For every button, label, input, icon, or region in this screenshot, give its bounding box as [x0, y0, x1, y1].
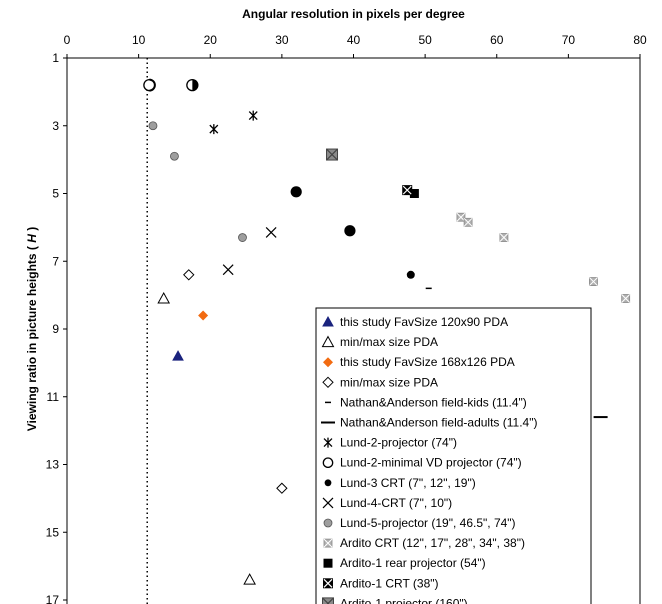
legend-marker — [323, 437, 333, 448]
legend-marker — [322, 597, 334, 604]
legend-item: Lund-5-projector (19", 46.5", 74") — [323, 516, 516, 530]
legend-label: Ardito-1 rear projector (54") — [340, 556, 486, 570]
data-point — [409, 189, 419, 198]
legend-item: Lund-2-projector (74") — [323, 436, 457, 450]
legend-label: min/max size PDA — [340, 335, 438, 349]
y-tick-label: 5 — [52, 187, 59, 201]
legend-item: Nathan&Anderson field-kids (11.4") — [325, 395, 527, 409]
legend-label: min/max size PDA — [340, 375, 438, 389]
y-axis-title: Viewing ratio in picture heights ( H ) — [25, 227, 39, 431]
y-tick-label: 17 — [46, 593, 60, 604]
legend-item: Ardito-1 projector (160") — [322, 596, 468, 604]
legend-label: Lund-2-minimal VD projector (74") — [340, 456, 522, 470]
legend-label: Ardito-1 projector (160") — [340, 596, 468, 604]
data-point — [265, 227, 277, 238]
legend-label: Lund-5-projector (19", 46.5", 74") — [340, 516, 516, 530]
legend-item: Lund-4-CRT (7", 10") — [322, 496, 452, 510]
legend-item: Lund-2-minimal VD projector (74") — [322, 456, 522, 470]
data-point — [344, 225, 356, 237]
x-tick-label: 80 — [633, 33, 647, 47]
x-tick-label: 0 — [64, 33, 71, 47]
x-tick-label: 10 — [132, 33, 146, 47]
legend-label: Lund-3 CRT (7", 12", 19") — [340, 476, 476, 490]
data-point — [186, 78, 199, 92]
data-point — [276, 482, 288, 494]
x-tick-label: 40 — [347, 33, 361, 47]
legend-label: Lund-2-projector (74") — [340, 436, 457, 450]
legend-item: Ardito CRT (12", 17", 28", 34", 38") — [323, 536, 525, 550]
data-point — [148, 121, 158, 131]
legend-marker — [323, 538, 333, 548]
data-point — [198, 310, 209, 321]
data-point — [172, 350, 184, 361]
y-tick-label: 11 — [47, 390, 60, 404]
data-point — [463, 217, 473, 227]
x-tick-label: 70 — [562, 33, 576, 47]
legend-marker — [322, 376, 334, 389]
x-tick-label: 20 — [204, 33, 218, 47]
data-point — [248, 110, 258, 121]
y-tick-label: 3 — [52, 119, 59, 133]
x-tick-label: 50 — [418, 33, 432, 47]
legend-item: Nathan&Anderson field-adults (11.4") — [321, 416, 537, 430]
legend-label: this study FavSize 120x90 PDA — [340, 315, 508, 329]
y-tick-label: 1 — [52, 51, 59, 65]
data-point — [326, 148, 339, 161]
legend-marker — [323, 578, 333, 589]
legend-marker — [324, 479, 332, 487]
legend: this study FavSize 120x90 PDA min/max siz… — [315, 307, 592, 604]
legend-marker — [323, 357, 333, 368]
legend-label: Ardito CRT (12", 17", 28", 34", 38") — [340, 536, 525, 550]
x-axis-title: Angular resolution in pixels per degree — [242, 7, 465, 21]
data-point — [621, 294, 631, 303]
data-point — [222, 264, 234, 276]
legend-item: Ardito-1 rear projector (54") — [323, 556, 486, 570]
data-point — [589, 277, 598, 286]
y-tick-label: 13 — [46, 458, 60, 472]
data-point — [183, 269, 195, 281]
y-tick-label: 7 — [52, 254, 59, 268]
legend-box — [315, 307, 592, 604]
data-point — [143, 78, 156, 92]
legend-marker — [322, 457, 334, 469]
data-point — [499, 233, 509, 242]
data-point — [402, 185, 413, 196]
legend-label: Nathan&Anderson field-adults (11.4") — [340, 416, 537, 430]
data-point — [290, 186, 302, 198]
data-points — [143, 78, 631, 585]
data-point — [170, 151, 179, 161]
legend-item: min/max size PDA — [321, 335, 438, 349]
legend-item: Ardito-1 CRT (38") — [323, 576, 439, 590]
legend-item: this study FavSize 120x90 PDA — [322, 315, 508, 329]
data-point — [243, 573, 256, 585]
legend-label: this study FavSize 168x126 PDA — [340, 355, 515, 369]
x-tick-label: 30 — [275, 33, 289, 47]
data-point — [406, 270, 415, 279]
legend-marker — [323, 518, 333, 528]
legend-item: this study FavSize 168x126 PDA — [323, 355, 515, 369]
legend-marker — [322, 497, 334, 509]
x-tick-label: 60 — [490, 33, 504, 47]
legend-item: Lund-3 CRT (7", 12", 19") — [324, 476, 476, 490]
y-tick-label: 15 — [46, 525, 60, 539]
data-point — [238, 233, 247, 242]
legend-marker — [322, 315, 334, 327]
legend-label: Nathan&Anderson field-kids (11.4") — [340, 395, 527, 409]
data-point — [209, 124, 219, 135]
legend-label: Lund-4-CRT (7", 10") — [340, 496, 452, 510]
y-tick-label: 9 — [52, 322, 59, 336]
data-point — [157, 291, 171, 304]
legend-label: Ardito-1 CRT (38") — [340, 576, 439, 590]
legend-marker — [323, 558, 333, 568]
legend-marker — [321, 335, 335, 348]
legend-item: min/max size PDA — [322, 375, 438, 389]
data-point — [456, 212, 466, 222]
